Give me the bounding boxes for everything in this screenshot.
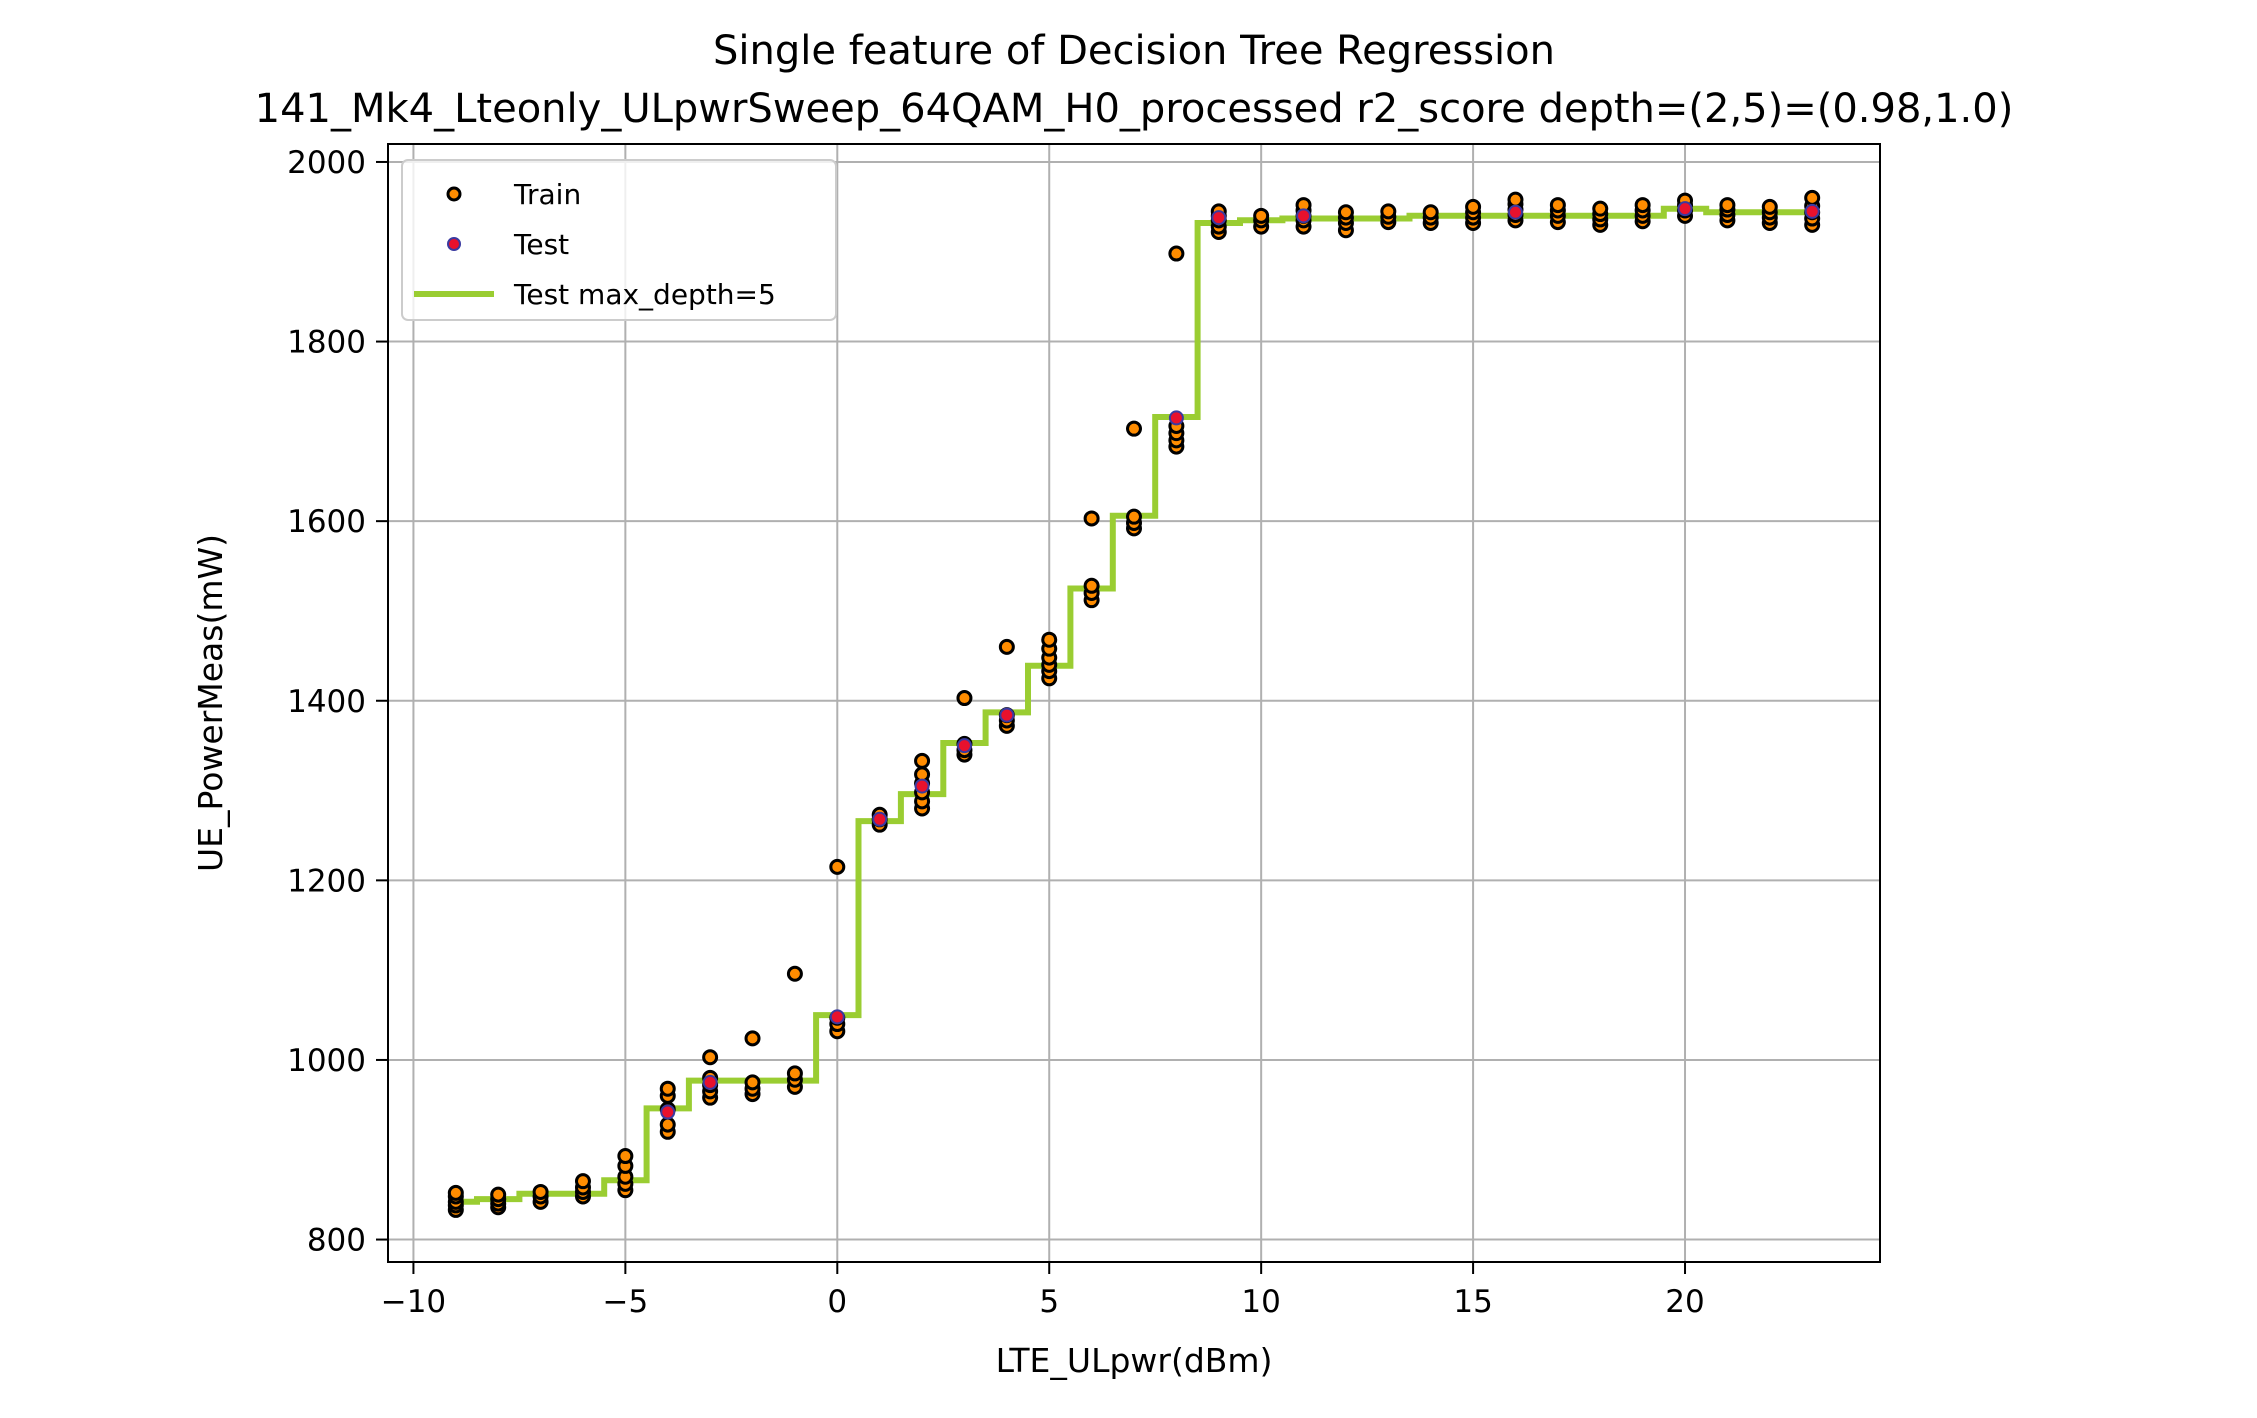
train-point [1761, 198, 1778, 215]
train-point [744, 1074, 761, 1091]
test-point [702, 1074, 718, 1090]
x-tick-label: 15 [1453, 1284, 1492, 1320]
test-point [1168, 410, 1184, 426]
y-tick-label: 1800 [287, 325, 366, 361]
train-point [1592, 200, 1609, 217]
train-point [1083, 510, 1100, 527]
y-tick-label: 1400 [287, 684, 366, 720]
train-point [1041, 631, 1058, 648]
train-point [1549, 197, 1566, 214]
train-point [1083, 577, 1100, 594]
y-axis-label: UE_PowerMeas(mW) [191, 534, 230, 872]
y-tick-label: 1000 [287, 1043, 366, 1079]
legend-train-label: Train [513, 178, 581, 211]
x-tick-label: 0 [827, 1284, 847, 1320]
train-point [1634, 197, 1651, 214]
train-point [702, 1049, 719, 1066]
legend-box [401, 159, 837, 321]
x-tick-label: 20 [1665, 1284, 1704, 1320]
plot-frame [387, 143, 1881, 1263]
x-tick-label: 10 [1241, 1284, 1280, 1320]
grid [388, 144, 1880, 1262]
x-tick-label: −10 [381, 1284, 446, 1320]
test-points [660, 201, 1820, 1120]
test-point [956, 738, 972, 754]
test-point [829, 1009, 845, 1025]
train-point [956, 690, 973, 707]
y-tick-label: 1200 [287, 863, 366, 899]
train-point [1126, 508, 1142, 525]
test-point [872, 811, 888, 827]
test-point [1211, 210, 1227, 226]
test-point [1677, 201, 1693, 217]
train-point [490, 1186, 507, 1203]
train-point [914, 752, 931, 769]
train-point [1168, 245, 1185, 262]
train-point [532, 1183, 549, 1200]
y-tick-label: 1600 [287, 504, 366, 540]
legend-test-label: Test [513, 228, 569, 261]
train-point [1507, 191, 1524, 208]
train-point [1380, 203, 1397, 220]
train-point [998, 638, 1015, 655]
train-point [617, 1148, 634, 1165]
train-point [659, 1116, 676, 1133]
legend-line-label: Test max_depth=5 [513, 278, 776, 311]
train-point [1422, 204, 1439, 221]
legend-train-marker [446, 186, 462, 202]
y-tick-label: 2000 [287, 145, 366, 181]
chart-title: Single feature of Decision Tree Regressi… [713, 28, 1555, 74]
legend-test-marker [447, 237, 461, 251]
x-axis-label: LTE_ULpwr(dBm) [996, 1341, 1273, 1380]
legend: Train Test Test max_depth=5 [401, 159, 837, 321]
train-point [1253, 207, 1270, 224]
train-point [659, 1080, 676, 1097]
test-point [999, 707, 1015, 723]
train-point [1337, 204, 1354, 221]
x-tick-label: 5 [1039, 1284, 1059, 1320]
x-tick-label: −5 [603, 1284, 649, 1320]
train-point [1804, 189, 1821, 206]
train-point [786, 965, 803, 982]
chart-subtitle: 141_Mk4_Lteonly_ULpwrSweep_64QAM_H0_proc… [255, 86, 2014, 132]
x-axis-ticks: −10 −5 0 5 10 15 20 [381, 1262, 1705, 1320]
train-point [447, 1184, 464, 1201]
train-point [574, 1173, 591, 1190]
train-point [1719, 197, 1736, 214]
train-point [1465, 198, 1482, 215]
y-tick-label: 800 [307, 1223, 366, 1259]
test-point [914, 778, 930, 794]
test-point [660, 1104, 676, 1120]
train-point [1126, 420, 1142, 437]
test-point [1507, 204, 1523, 220]
train-point [744, 1030, 761, 1047]
train-point [829, 858, 846, 875]
y-axis-ticks: 800 1000 1200 1400 1600 1800 2000 [287, 145, 388, 1259]
test-point [1296, 208, 1312, 224]
train-point [786, 1065, 803, 1082]
test-point [1804, 203, 1820, 219]
